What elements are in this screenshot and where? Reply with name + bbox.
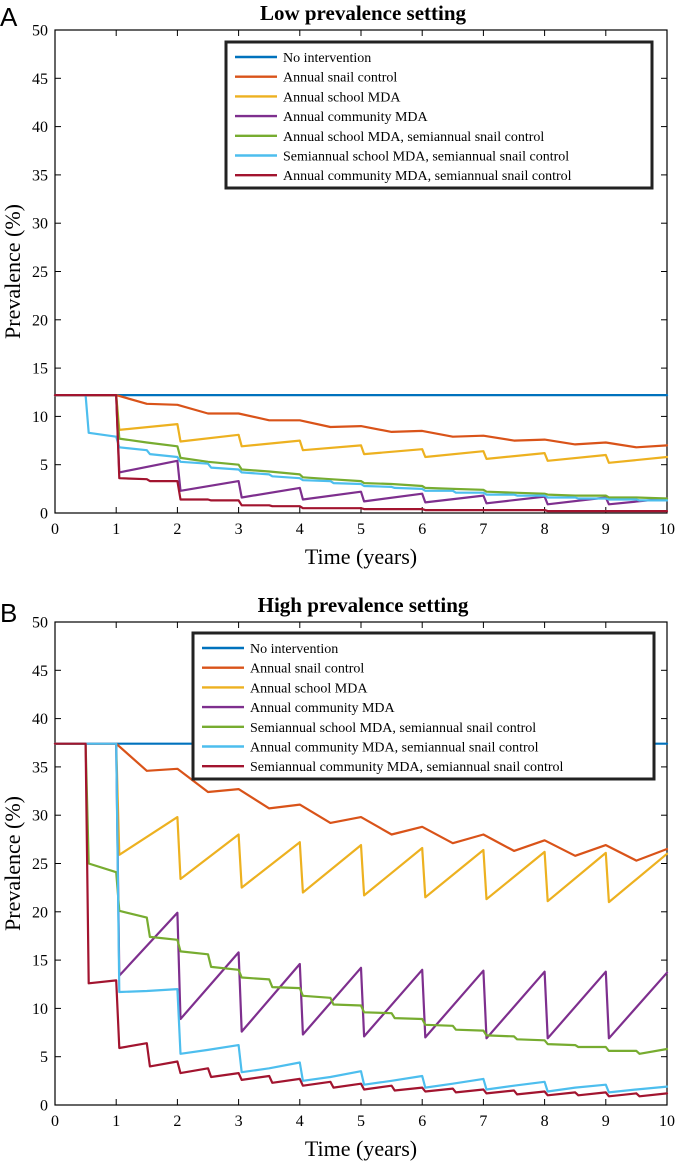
y-tick-label: 50 xyxy=(32,615,48,632)
series-line-7 xyxy=(53,742,669,1098)
series-line-3 xyxy=(53,742,669,904)
series-line-6 xyxy=(53,742,669,1094)
y-tick-label: 20 xyxy=(32,904,48,921)
x-tick-label: 1 xyxy=(112,1113,120,1130)
legend-box xyxy=(224,40,654,190)
legend-entry: Annual school MDA xyxy=(283,90,401,105)
legend-entry: Annual community MDA, semiannual snail c… xyxy=(250,741,539,756)
y-tick-label: 10 xyxy=(32,1001,48,1018)
x-tick-label: 2 xyxy=(173,521,181,538)
y-tick-label: 40 xyxy=(32,119,48,136)
y-tick-label: 45 xyxy=(32,663,48,680)
y-tick-label: 20 xyxy=(32,312,48,329)
chart-title: Low prevalence setting xyxy=(260,1,467,25)
y-tick-label: 15 xyxy=(32,953,48,970)
y-tick-label: 40 xyxy=(32,711,48,728)
series-line-5 xyxy=(53,742,669,1055)
legend-entry: No intervention xyxy=(283,51,371,66)
legend-entry: Annual school MDA, semiannual snail cont… xyxy=(283,130,544,145)
legend-box xyxy=(191,631,656,781)
x-tick-label: 0 xyxy=(51,1113,59,1130)
y-tick-label: 30 xyxy=(32,808,48,825)
legend: No intervention Annual snail control Annua… xyxy=(191,631,656,781)
x-tick-label: 9 xyxy=(602,1113,610,1130)
y-tick-label: 0 xyxy=(40,506,48,523)
legend-entry: Annual snail control xyxy=(250,662,364,677)
x-tick-label: 3 xyxy=(235,1113,243,1130)
x-tick-label: 5 xyxy=(357,1113,365,1130)
series-line-7 xyxy=(53,394,669,513)
y-tick-label: 45 xyxy=(32,71,48,88)
legend-entry: Semiannual school MDA, semiannual snail … xyxy=(250,721,536,736)
chart-panel-a: A Low prevalence setting05101520253035404… xyxy=(0,1,675,569)
legend-entry: Annual community MDA xyxy=(250,701,396,716)
y-tick-label: 25 xyxy=(32,264,48,281)
series-line-6 xyxy=(53,394,669,502)
panel-letter: B xyxy=(0,598,17,628)
y-tick-label: 10 xyxy=(32,409,48,426)
x-tick-label: 10 xyxy=(659,521,675,538)
series-line-4 xyxy=(53,394,669,506)
y-tick-label: 50 xyxy=(32,23,48,40)
series-line-3 xyxy=(53,394,669,464)
x-axis-label: Time (years) xyxy=(305,544,417,569)
legend-entry: Annual school MDA xyxy=(250,681,368,696)
y-tick-label: 35 xyxy=(32,759,48,776)
x-tick-label: 4 xyxy=(296,521,304,538)
y-axis-label: Prevalence (%) xyxy=(0,796,25,931)
x-tick-label: 2 xyxy=(173,1113,181,1130)
chart-title: High prevalence setting xyxy=(258,593,469,617)
x-tick-label: 7 xyxy=(479,521,487,538)
y-tick-label: 30 xyxy=(32,216,48,233)
x-tick-label: 3 xyxy=(235,521,243,538)
legend-entry: Semiannual community MDA, semiannual sna… xyxy=(250,760,564,775)
x-tick-label: 6 xyxy=(418,1113,426,1130)
x-tick-label: 0 xyxy=(51,521,59,538)
legend-entry: No intervention xyxy=(250,642,338,657)
x-tick-label: 4 xyxy=(296,1113,304,1130)
x-tick-label: 1 xyxy=(112,521,120,538)
x-tick-label: 9 xyxy=(602,521,610,538)
x-tick-label: 8 xyxy=(541,521,549,538)
legend-entry: Annual community MDA xyxy=(283,110,429,125)
x-tick-label: 10 xyxy=(659,1113,675,1130)
y-tick-label: 35 xyxy=(32,167,48,184)
series-line-2 xyxy=(53,394,669,449)
y-axis-label: Prevalence (%) xyxy=(0,204,25,339)
panel-letter: A xyxy=(0,2,18,32)
chart-panel-b: B High prevalence setting0510152025303540… xyxy=(0,593,675,1161)
x-tick-label: 6 xyxy=(418,521,426,538)
series-line-5 xyxy=(53,394,669,500)
x-tick-label: 5 xyxy=(357,521,365,538)
x-tick-label: 8 xyxy=(541,1113,549,1130)
legend: No intervention Annual snail control Annua… xyxy=(224,40,654,190)
series-line-4 xyxy=(53,742,669,1040)
y-tick-label: 5 xyxy=(40,1049,48,1066)
legend-entry: Annual community MDA, semiannual snail c… xyxy=(283,169,572,184)
y-tick-label: 5 xyxy=(40,457,48,474)
legend-entry: Semiannual school MDA, semiannual snail … xyxy=(283,150,569,165)
legend-entry: Annual snail control xyxy=(283,71,397,86)
x-tick-label: 7 xyxy=(479,1113,487,1130)
series-line-2 xyxy=(53,742,669,862)
x-axis-label: Time (years) xyxy=(305,1136,417,1161)
y-tick-label: 25 xyxy=(32,856,48,873)
y-tick-label: 0 xyxy=(40,1098,48,1115)
y-tick-label: 15 xyxy=(32,361,48,378)
